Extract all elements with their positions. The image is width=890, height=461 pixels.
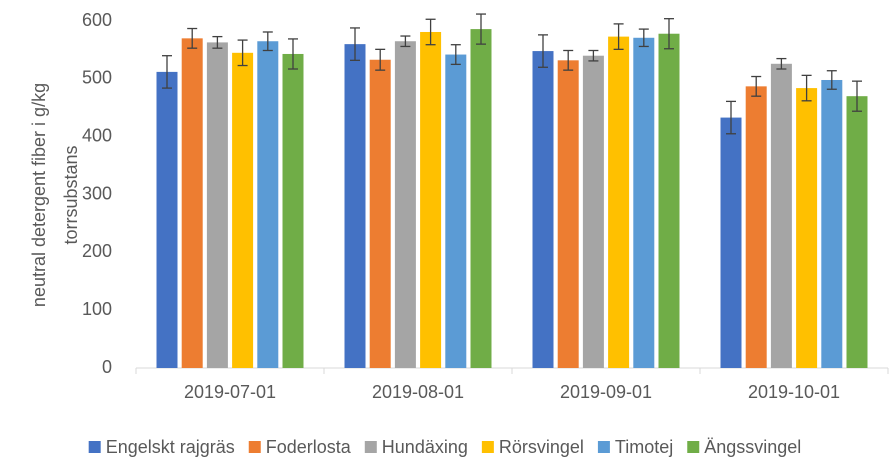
bar (633, 37, 655, 368)
bar (282, 53, 304, 369)
bar (232, 52, 254, 368)
legend-swatch (597, 441, 610, 453)
bar (608, 36, 630, 369)
y-tick-label: 0 (102, 357, 112, 377)
error-bar (852, 80, 862, 112)
y-tick-label: 100 (82, 299, 112, 319)
error-bar (400, 35, 411, 48)
error-bar (726, 100, 736, 135)
error-bar (826, 70, 837, 90)
legend-label: Engelskt rajgräs (106, 437, 235, 457)
bar (394, 41, 416, 368)
error-bar (588, 49, 599, 62)
legend-label: Foderlosta (266, 437, 352, 457)
legend-swatch (88, 441, 101, 453)
error-bar (801, 74, 812, 102)
error-bar (776, 57, 787, 70)
bar (821, 79, 843, 369)
bar (770, 63, 792, 369)
bar (344, 44, 366, 369)
error-bar (450, 44, 461, 66)
error-bar (237, 39, 248, 67)
bar (420, 31, 442, 368)
x-tick-label: 2019-10-01 (748, 382, 840, 402)
y-axis-label: neutral detergent fiber i g/kg (29, 83, 49, 307)
bar (445, 54, 467, 368)
bar (470, 29, 492, 368)
error-bar (613, 23, 624, 50)
bar (658, 33, 680, 369)
bar (532, 51, 554, 368)
bar (796, 88, 818, 368)
legend-label: Ängssvingel (704, 437, 801, 457)
error-bar (212, 35, 223, 49)
legend-swatch (248, 441, 261, 453)
x-tick-label: 2019-07-01 (184, 382, 276, 402)
y-tick-label: 300 (82, 183, 112, 203)
bar (557, 60, 579, 369)
error-bar (288, 38, 298, 70)
x-tick-label: 2019-08-01 (372, 382, 464, 402)
legend-label: Hundäxing (382, 437, 468, 457)
bar (181, 38, 203, 368)
bar (369, 59, 391, 369)
error-bar (638, 28, 649, 48)
error-bar (187, 27, 198, 49)
legend-swatch (364, 441, 377, 453)
bar (206, 42, 228, 368)
error-bar (262, 31, 273, 52)
y-tick-label: 200 (82, 241, 112, 261)
legend-label: Timotej (615, 437, 673, 457)
error-bar (476, 13, 486, 45)
error-bar (350, 27, 360, 61)
error-bar (162, 55, 172, 89)
error-bar (425, 18, 436, 46)
legend-swatch (687, 441, 700, 453)
error-bar (538, 34, 548, 68)
legend-label: Rörsvingel (499, 437, 584, 457)
y-tick-label: 600 (82, 10, 112, 30)
y-tick-label: 400 (82, 125, 112, 145)
bar (745, 86, 767, 368)
error-bar (375, 48, 386, 71)
bar (257, 41, 279, 368)
error-bar (751, 75, 762, 97)
bar (156, 71, 178, 368)
bar (582, 55, 604, 368)
y-axis-label: torrsubstans (61, 145, 81, 244)
error-bar (664, 18, 674, 50)
legend-swatch (481, 441, 494, 453)
error-bar (563, 49, 574, 71)
bar (846, 96, 868, 368)
y-tick-label: 500 (82, 68, 112, 88)
bar (720, 117, 742, 368)
x-tick-label: 2019-09-01 (560, 382, 652, 402)
